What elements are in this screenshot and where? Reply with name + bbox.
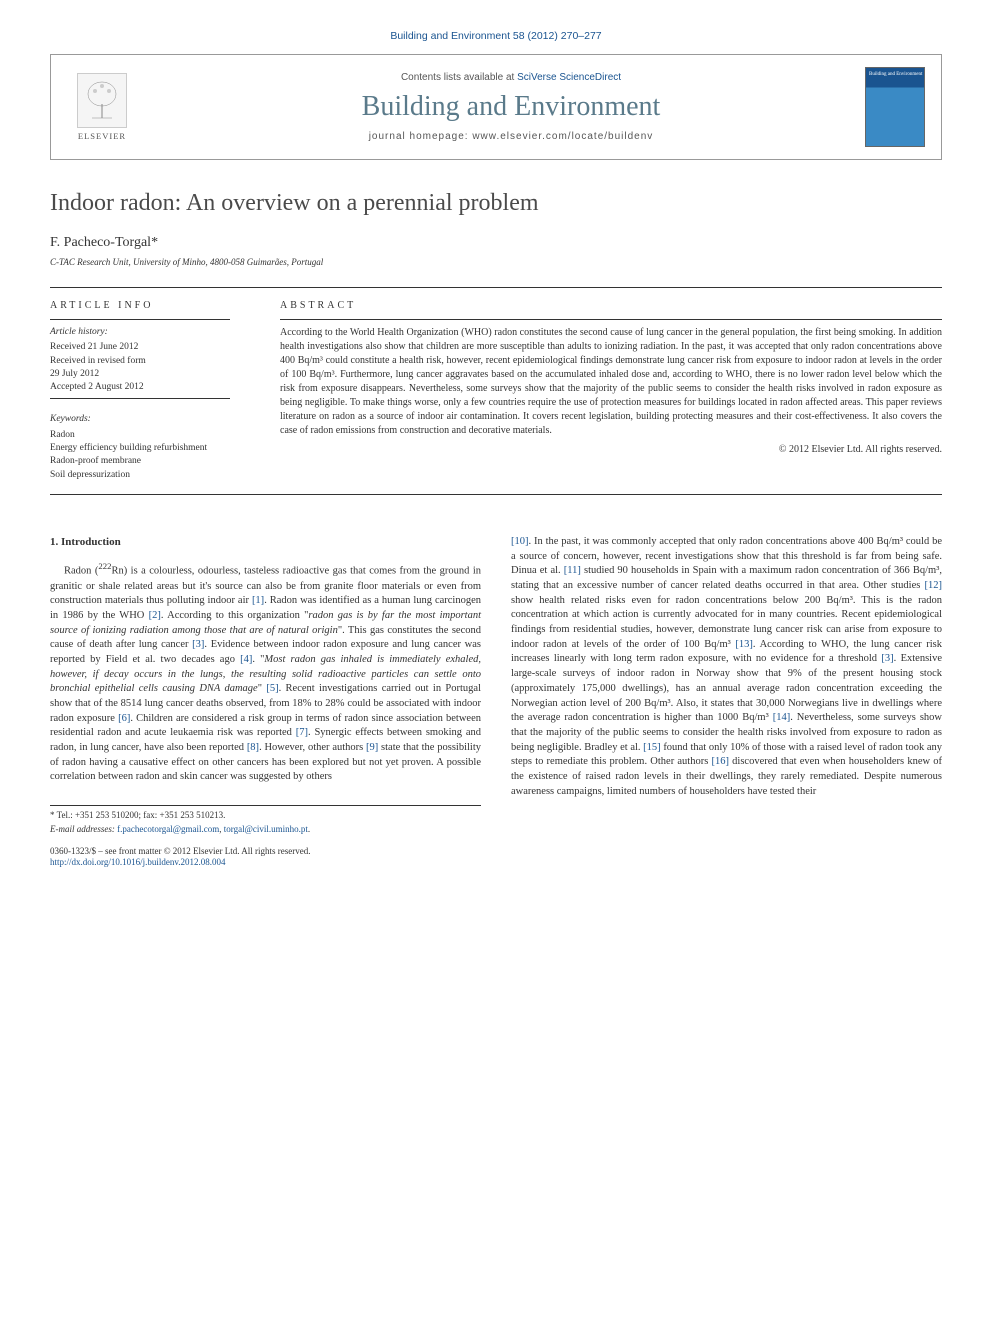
article-title: Indoor radon: An overview on a perennial… — [50, 190, 942, 217]
contents-available-line: Contents lists available at SciVerse Sci… — [157, 72, 865, 83]
isotope-superscript: 222 — [98, 561, 111, 571]
abstract-column: ABSTRACT According to the World Health O… — [280, 288, 942, 482]
email-link[interactable]: torgal@civil.uminho.pt — [224, 824, 308, 834]
email-label: E-mail addresses: — [50, 824, 117, 834]
keywords-label: Keywords: — [50, 413, 250, 426]
citation-link[interactable]: [14] — [773, 712, 791, 723]
contents-prefix: Contents lists available at — [401, 72, 517, 83]
body-text-fragment: . According to this organization " — [161, 610, 309, 621]
info-divider-1 — [50, 319, 230, 320]
keyword-item: Radon-proof membrane — [50, 455, 250, 468]
keyword-item: Radon — [50, 429, 250, 442]
citation-link[interactable]: [5] — [266, 683, 278, 694]
keyword-item: Soil depressurization — [50, 469, 250, 482]
body-column-right: [10]. In the past, it was commonly accep… — [511, 535, 942, 838]
abstract-heading: ABSTRACT — [280, 300, 942, 311]
citation-link[interactable]: [8] — [247, 742, 259, 753]
journal-header: ELSEVIER Contents lists available at Sci… — [50, 54, 942, 160]
footnote-block: * Tel.: +351 253 510200; fax: +351 253 5… — [50, 805, 481, 835]
journal-cover-thumbnail: Building and Environment — [865, 67, 925, 147]
body-text-fragment: Radon ( — [64, 566, 98, 577]
citation-link[interactable]: [12] — [925, 580, 943, 591]
history-revised-1: Received in revised form — [50, 356, 146, 366]
citation-link[interactable]: [7] — [296, 727, 308, 738]
citation-link[interactable]: [4] — [240, 654, 252, 665]
body-column-left: 1. Introduction Radon (222Rn) is a colou… — [50, 535, 481, 838]
footnote-email-line: E-mail addresses: f.pachecotorgal@gmail.… — [50, 824, 481, 836]
history-accepted: Accepted 2 August 2012 — [50, 382, 144, 392]
history-revised-2: 29 July 2012 — [50, 369, 99, 379]
body-columns: 1. Introduction Radon (222Rn) is a colou… — [50, 535, 942, 838]
author-name: F. Pacheco-Torgal* — [50, 235, 942, 251]
front-matter-line: 0360-1323/$ – see front matter © 2012 El… — [50, 846, 942, 858]
body-text-fragment: . " — [252, 654, 264, 665]
abstract-text: According to the World Health Organizati… — [280, 326, 942, 438]
doi-block: 0360-1323/$ – see front matter © 2012 El… — [50, 846, 942, 869]
citation-link[interactable]: [1] — [252, 595, 264, 606]
journal-homepage-line: journal homepage: www.elsevier.com/locat… — [157, 131, 865, 142]
citation-link[interactable]: [13] — [735, 639, 753, 650]
citation-link[interactable]: [9] — [366, 742, 378, 753]
author-marker: * — [151, 235, 158, 250]
email-end: . — [308, 824, 310, 834]
body-text-fragment: . However, other authors — [259, 742, 366, 753]
citation-link[interactable]: [6] — [118, 713, 130, 724]
abstract-copyright: © 2012 Elsevier Ltd. All rights reserved… — [280, 444, 942, 455]
history-label: Article history: — [50, 326, 250, 339]
keywords-block: Keywords: Radon Energy efficiency buildi… — [50, 413, 250, 481]
cover-text: Building and Environment — [869, 72, 922, 78]
intro-paragraph-continued: [10]. In the past, it was commonly accep… — [511, 535, 942, 799]
doi-link[interactable]: http://dx.doi.org/10.1016/j.buildenv.201… — [50, 857, 226, 867]
citation-link[interactable]: [2] — [149, 610, 161, 621]
abstract-divider — [280, 319, 942, 320]
email-link[interactable]: f.pachecotorgal@gmail.com — [117, 824, 219, 834]
intro-heading: 1. Introduction — [50, 535, 481, 550]
journal-reference: Building and Environment 58 (2012) 270–2… — [50, 30, 942, 42]
citation-link[interactable]: [16] — [711, 756, 729, 767]
article-info-heading: ARTICLE INFO — [50, 300, 250, 311]
homepage-url[interactable]: www.elsevier.com/locate/buildenv — [472, 131, 653, 142]
elsevier-label: ELSEVIER — [78, 131, 126, 141]
citation-link[interactable]: [15] — [643, 742, 661, 753]
elsevier-tree-icon — [77, 73, 127, 128]
article-info-column: ARTICLE INFO Article history: Received 2… — [50, 288, 250, 482]
info-divider-2 — [50, 398, 230, 399]
intro-paragraph: Radon (222Rn) is a colourless, odourless… — [50, 560, 481, 785]
citation-link[interactable]: [3] — [881, 653, 893, 664]
author-affiliation: C-TAC Research Unit, University of Minho… — [50, 257, 942, 267]
journal-name: Building and Environment — [157, 91, 865, 123]
mid-divider — [50, 494, 942, 495]
info-abstract-row: ARTICLE INFO Article history: Received 2… — [50, 288, 942, 482]
keyword-item: Energy efficiency building refurbishment — [50, 442, 250, 455]
citation-link[interactable]: [10] — [511, 536, 529, 547]
history-received: Received 21 June 2012 — [50, 342, 138, 352]
header-center: Contents lists available at SciVerse Sci… — [157, 72, 865, 142]
sciencedirect-link[interactable]: SciVerse ScienceDirect — [517, 72, 621, 83]
citation-link[interactable]: [3] — [192, 639, 204, 650]
article-history-block: Article history: Received 21 June 2012 R… — [50, 326, 250, 394]
elsevier-logo: ELSEVIER — [67, 70, 137, 145]
homepage-prefix: journal homepage: — [369, 131, 473, 142]
footnote-tel-fax: * Tel.: +351 253 510200; fax: +351 253 5… — [50, 810, 481, 822]
citation-link[interactable]: [11] — [564, 565, 581, 576]
author-text: F. Pacheco-Torgal — [50, 235, 151, 250]
